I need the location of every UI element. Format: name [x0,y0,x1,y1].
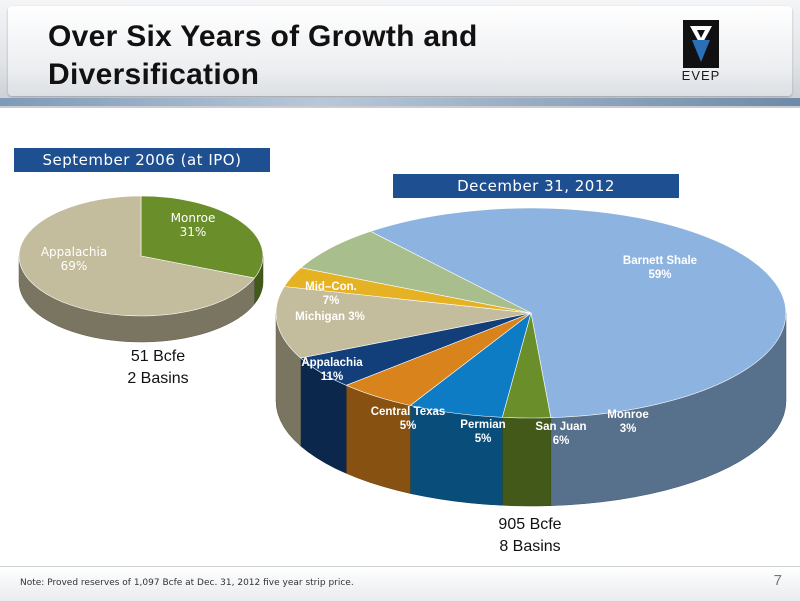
pie-1-label-1: Appalachia 69% [41,245,107,273]
pie-2-caption-line-2: 8 Basins [499,538,561,555]
pie-2: Barnett Shale 59% Monroe 3% San Juan 6% Permia… [275,207,787,507]
page-number: 7 [773,572,782,589]
pie-1-caption-line-1: 51 Bcfe [130,348,186,365]
pie-2-caption: 905 Bcfe 8 Basins [460,514,600,558]
pie-2-slice-7 [300,231,532,314]
logo-text: EVEP [681,68,721,83]
pie-1-slice-0 [140,195,264,279]
pie-1: Monroe 31% Appalachia 69% [18,195,264,343]
pie-2-label-1: Monroe 3% [607,409,649,435]
pie-2-label-3: Permian 5% [460,419,505,445]
pie-2-title: December 31, 2012 [393,174,679,198]
pie-1-slice-1 [18,195,255,317]
pie-2-label-7: Mid–Con. 7% [305,281,357,307]
pie-2-label-6: Michigan 3% [295,311,365,323]
pie-2-label-5: Appalachia 11% [301,357,363,383]
footer-note: Note: Proved reserves of 1,097 Bcfe at D… [20,578,354,588]
page-title: Over Six Years of Growth and Diversifica… [48,20,478,91]
pie-2-label-0: Barnett Shale 59% [623,255,697,281]
footer-bar [0,566,800,601]
pie-2-label-4: Central Texas 5% [371,406,446,432]
header-frame [8,6,792,96]
pie-2-label-2: San Juan 6% [535,421,586,447]
pie-2-slice-0 [369,207,787,419]
pie-1-caption-line-2: 2 Basins [127,370,189,387]
header-strip [0,98,800,106]
pie-2-caption-line-1: 905 Bcfe [498,516,562,533]
pie-2-slice-5 [275,286,532,359]
pie-1-caption: 51 Bcfe 2 Basins [88,346,228,390]
pie-1-label-0: Monroe 31% [171,211,216,239]
evep-logo-icon [683,20,719,68]
pie-1-title: September 2006 (at IPO) [14,148,270,172]
